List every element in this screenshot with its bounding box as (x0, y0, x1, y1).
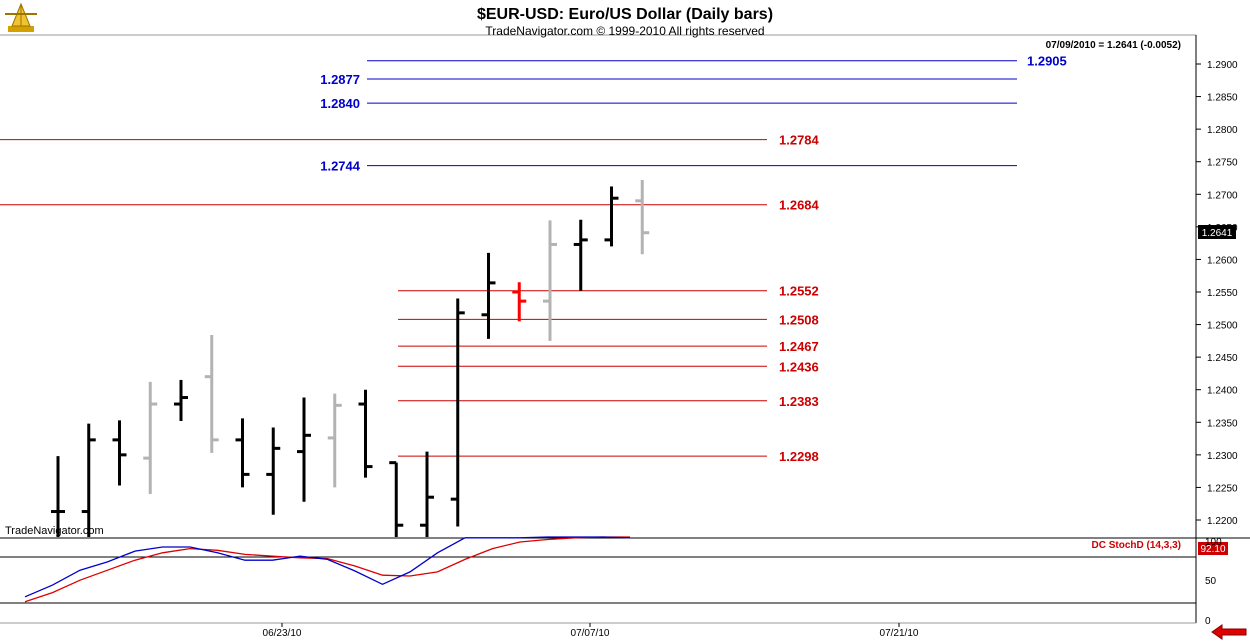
date-tick-label: 07/07/10 (571, 628, 610, 639)
indicator-value: 92.10 (1200, 544, 1225, 555)
ohlc-bar (204, 334, 219, 453)
ohlc-bar (235, 418, 250, 488)
ohlc-bar (450, 298, 465, 527)
date-tick-label: 07/21/10 (880, 628, 919, 639)
ohlc-bar (143, 381, 158, 494)
price-tick-label: 1.2200 (1207, 516, 1238, 527)
level-label: 1.2552 (779, 284, 819, 299)
scroll-left-arrow-icon[interactable] (1211, 624, 1247, 640)
ohlc-bar (512, 282, 527, 322)
price-tick-label: 1.2750 (1207, 158, 1238, 169)
ohlc-bar (358, 389, 373, 478)
last-price-box (1198, 225, 1236, 239)
price-levels: 1.2905 1.2877 1.2840 1.2744 1.2784 1.2684 1.25… (0, 54, 1067, 464)
ohlc-bar (604, 186, 619, 247)
price-tick-label: 1.2800 (1207, 125, 1238, 136)
ohlc-bar (174, 379, 188, 421)
level-label: 1.2383 (779, 394, 819, 409)
price-readout: 07/09/2010 = 1.2641 (-0.0052) (1046, 40, 1181, 51)
ohlc-bar (573, 219, 588, 291)
level-label: 1.2877 (320, 72, 360, 87)
ohlc-bars (51, 179, 650, 537)
ohlc-bar (51, 456, 65, 537)
stoch-tick-100: 100 (1205, 537, 1222, 548)
price-tick-label: 1.2550 (1207, 288, 1238, 299)
price-tick-label: 1.2450 (1207, 353, 1238, 364)
indicator-value-box (1198, 542, 1228, 555)
watermark: TradeNavigator.com (5, 525, 104, 537)
level-label: 1.2840 (320, 96, 360, 111)
ohlc-bar (81, 423, 96, 537)
price-tick-label: 1.2300 (1207, 451, 1238, 462)
stoch-tick-0: 0 (1205, 616, 1211, 627)
ohlc-bar (635, 179, 650, 255)
level-label: 1.2436 (779, 359, 819, 374)
price-tick-label: 1.2400 (1207, 386, 1238, 397)
level-label: 1.2467 (779, 339, 819, 354)
ohlc-bar (481, 252, 496, 339)
level-label: 1.2684 (779, 198, 820, 213)
ohlc-bar (420, 451, 434, 537)
stoch-k-line (24, 536, 631, 598)
price-tick-label: 1.2900 (1207, 60, 1238, 71)
ohlc-bar (297, 397, 311, 502)
date-axis: 06/23/10 07/07/10 07/21/10 (263, 623, 919, 639)
ohlc-bar (389, 461, 404, 537)
level-label: 1.2508 (779, 312, 819, 327)
indicator-label: DC StochD (14,3,3) (1092, 540, 1181, 551)
level-label: 1.2784 (779, 133, 820, 148)
price-tick-label: 1.2700 (1207, 190, 1238, 201)
price-tick-label: 1.2500 (1207, 321, 1238, 332)
price-tick-label: 1.2850 (1207, 93, 1238, 104)
ohlc-bar (266, 427, 281, 515)
price-tick-label: 1.2250 (1207, 483, 1238, 494)
ohlc-bar (543, 220, 557, 341)
stoch-d-line (24, 536, 630, 603)
chart-title: $EUR-USD: Euro/US Dollar (Daily bars) (477, 6, 773, 23)
price-tick-label: 1.2600 (1207, 255, 1238, 266)
level-label: 1.2905 (1027, 54, 1067, 69)
level-label: 1.2298 (779, 449, 819, 464)
date-tick-label: 06/23/10 (263, 628, 302, 639)
stochastic-pane (24, 536, 631, 603)
ohlc-bar (327, 393, 342, 488)
copyright-subtitle: TradeNavigator.com © 1999-2010 All right… (485, 24, 764, 38)
tradenavigator-logo-icon (5, 2, 37, 32)
last-price-label: 1.2641 (1202, 228, 1233, 239)
ohlc-bar (112, 420, 127, 486)
stoch-tick-50: 50 (1205, 576, 1217, 587)
level-label: 1.2744 (320, 159, 361, 174)
price-tick-label: 1.2350 (1207, 418, 1238, 429)
